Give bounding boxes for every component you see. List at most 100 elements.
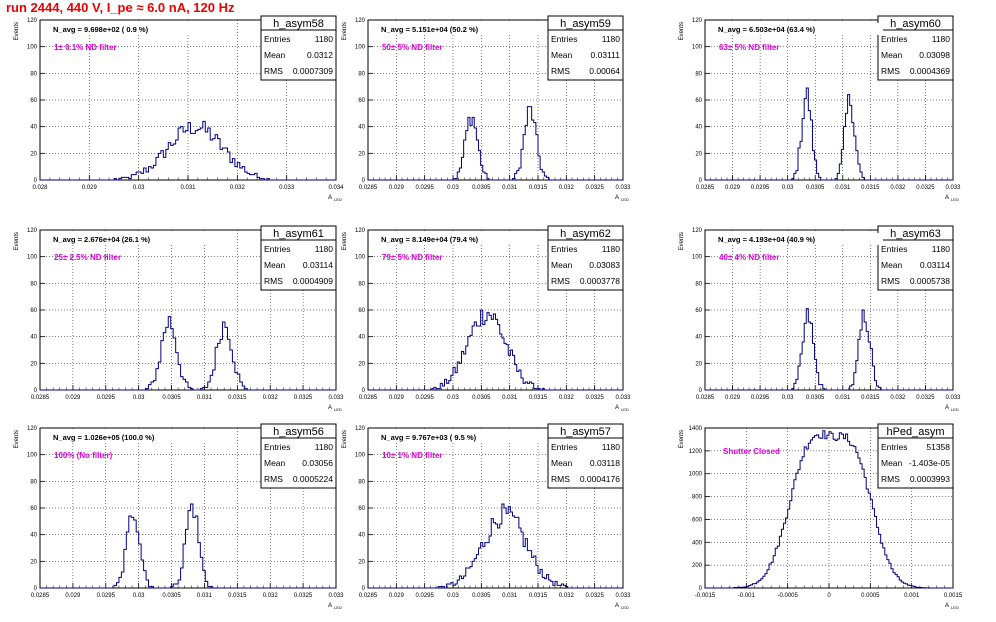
histogram-name: h_asym56 bbox=[273, 426, 324, 438]
y-axis-label: Events bbox=[342, 22, 348, 40]
x-tick-label: 0.031 bbox=[502, 593, 518, 599]
y-axis-label: Events bbox=[679, 232, 685, 250]
y-tick-label: 600 bbox=[692, 517, 703, 523]
y-axis-label: Events bbox=[679, 430, 685, 448]
histogram-line bbox=[368, 309, 623, 391]
y-tick-label: 120 bbox=[355, 228, 366, 234]
y-tick-label: 400 bbox=[692, 540, 703, 546]
x-tick-label: 0.033 bbox=[328, 593, 344, 599]
x-axis-label: A bbox=[328, 405, 332, 411]
navg-label: N_avg = 9.698e+02 ( 0.9 %) bbox=[53, 25, 149, 34]
x-tick-label: 0.031 bbox=[502, 185, 518, 191]
y-tick-label: 100 bbox=[355, 453, 366, 459]
stat-value: 0.03083 bbox=[589, 260, 620, 270]
y-tick-label: 0 bbox=[699, 388, 703, 394]
x-tick-label: 0.0315 bbox=[228, 395, 247, 401]
histogram-panel-h_asym58: 0.028 0.029 0.03 0.031 0.032 0.033 0.034 0 20 40 6… bbox=[14, 15, 344, 202]
histogram-name: h_asym61 bbox=[273, 228, 324, 240]
y-tick-label: 60 bbox=[358, 98, 365, 104]
x-tick-label: 0.031 bbox=[835, 185, 851, 191]
stat-value: -1.403e-05 bbox=[909, 458, 950, 468]
y-tick-label: 20 bbox=[30, 361, 37, 367]
x-tick-label: 0.032 bbox=[559, 395, 575, 401]
y-tick-label: 20 bbox=[30, 151, 37, 157]
x-tick-label: 0.0305 bbox=[806, 185, 825, 191]
y-tick-label: 40 bbox=[695, 125, 702, 131]
filter-label: 10± 1% ND filter bbox=[382, 451, 442, 460]
stat-value: 0.0005224 bbox=[293, 474, 333, 484]
y-tick-label: 100 bbox=[27, 45, 38, 51]
y-tick-label: 40 bbox=[358, 533, 365, 539]
histogram-line bbox=[368, 503, 623, 589]
stats-box bbox=[547, 15, 624, 81]
navg-box bbox=[376, 431, 546, 443]
navg-box bbox=[713, 23, 883, 35]
filter-label: Shutter Closed bbox=[723, 447, 780, 456]
y-tick-label: 60 bbox=[695, 98, 702, 104]
x-axis-label: A bbox=[328, 603, 332, 609]
stat-label: Mean bbox=[551, 458, 573, 468]
x-axis-sublabel: LED bbox=[334, 407, 342, 412]
y-tick-label: 40 bbox=[358, 335, 365, 341]
x-tick-label: 0.033 bbox=[279, 185, 295, 191]
x-tick-label: 0.03 bbox=[782, 185, 794, 191]
x-tick-label: 0.033 bbox=[615, 593, 631, 599]
x-tick-label: 0.03 bbox=[447, 395, 459, 401]
y-tick-label: 120 bbox=[692, 228, 703, 234]
stat-value: 0.00064 bbox=[589, 66, 620, 76]
y-tick-label: 20 bbox=[695, 361, 702, 367]
stat-value: 1180 bbox=[315, 442, 334, 452]
stat-label: Mean bbox=[551, 260, 573, 270]
x-tick-label: 0.0325 bbox=[585, 185, 604, 191]
x-axis-label: A bbox=[945, 195, 949, 201]
y-tick-label: 1400 bbox=[689, 426, 703, 432]
x-tick-label: 0.0305 bbox=[472, 593, 491, 599]
x-tick-label: 0.0285 bbox=[359, 395, 378, 401]
x-axis-label: A bbox=[615, 195, 619, 201]
x-axis-sublabel: LED bbox=[621, 407, 629, 412]
stat-label: Mean bbox=[264, 260, 286, 270]
x-tick-label: 0.031 bbox=[835, 395, 851, 401]
stat-value: 0.03056 bbox=[302, 458, 333, 468]
x-tick-label: 0.032 bbox=[263, 593, 279, 599]
stat-label: Mean bbox=[264, 458, 286, 468]
navg-label: N_avg = 4.193e+04 (40.9 %) bbox=[718, 235, 816, 244]
histogram-line bbox=[40, 503, 336, 589]
y-tick-label: 80 bbox=[695, 71, 702, 77]
x-tick-label: 0.0295 bbox=[415, 593, 434, 599]
navg-box bbox=[376, 233, 546, 245]
stat-label: Entries bbox=[881, 34, 907, 44]
x-tick-label: 0.029 bbox=[389, 395, 405, 401]
x-axis-sublabel: LED bbox=[951, 197, 959, 202]
y-tick-label: 20 bbox=[358, 559, 365, 565]
navg-box bbox=[48, 23, 218, 35]
y-axis-label: Events bbox=[14, 430, 20, 448]
stat-value: 1180 bbox=[932, 244, 951, 254]
y-axis-label: Events bbox=[679, 22, 685, 40]
navg-label: N_avg = 8.149e+04 (79.4 %) bbox=[381, 235, 479, 244]
histogram-panel-h_asym63: 0.0285 0.029 0.0295 0.03 0.0305 0.031 0.0315 0.… bbox=[679, 225, 961, 412]
x-axis-label: A bbox=[328, 195, 332, 201]
stat-value: 0.0007309 bbox=[293, 66, 333, 76]
y-tick-label: 40 bbox=[30, 125, 37, 131]
y-tick-label: 0 bbox=[699, 178, 703, 184]
x-tick-label: 0.0285 bbox=[696, 185, 715, 191]
histogram-line bbox=[705, 308, 953, 391]
x-tick-label: 0.0315 bbox=[861, 185, 880, 191]
stats-box bbox=[877, 225, 954, 291]
x-tick-label: 0.031 bbox=[197, 395, 213, 401]
y-tick-label: 120 bbox=[27, 18, 38, 24]
stat-value: 1180 bbox=[315, 244, 334, 254]
filter-label: 25± 2.5% ND filter bbox=[54, 253, 121, 262]
stat-label: Entries bbox=[264, 34, 290, 44]
x-tick-label: 0.033 bbox=[328, 395, 344, 401]
y-axis-label: Events bbox=[14, 22, 20, 40]
y-tick-label: 100 bbox=[355, 255, 366, 261]
x-tick-label: -0.001 bbox=[738, 593, 756, 599]
y-tick-label: 20 bbox=[30, 559, 37, 565]
navg-box bbox=[48, 233, 218, 245]
histogram-line bbox=[705, 430, 953, 589]
histogram-panel-h_asym57: 0.0285 0.029 0.0295 0.03 0.0305 0.031 0.0315 0.… bbox=[342, 423, 631, 610]
y-tick-label: 120 bbox=[355, 18, 366, 24]
